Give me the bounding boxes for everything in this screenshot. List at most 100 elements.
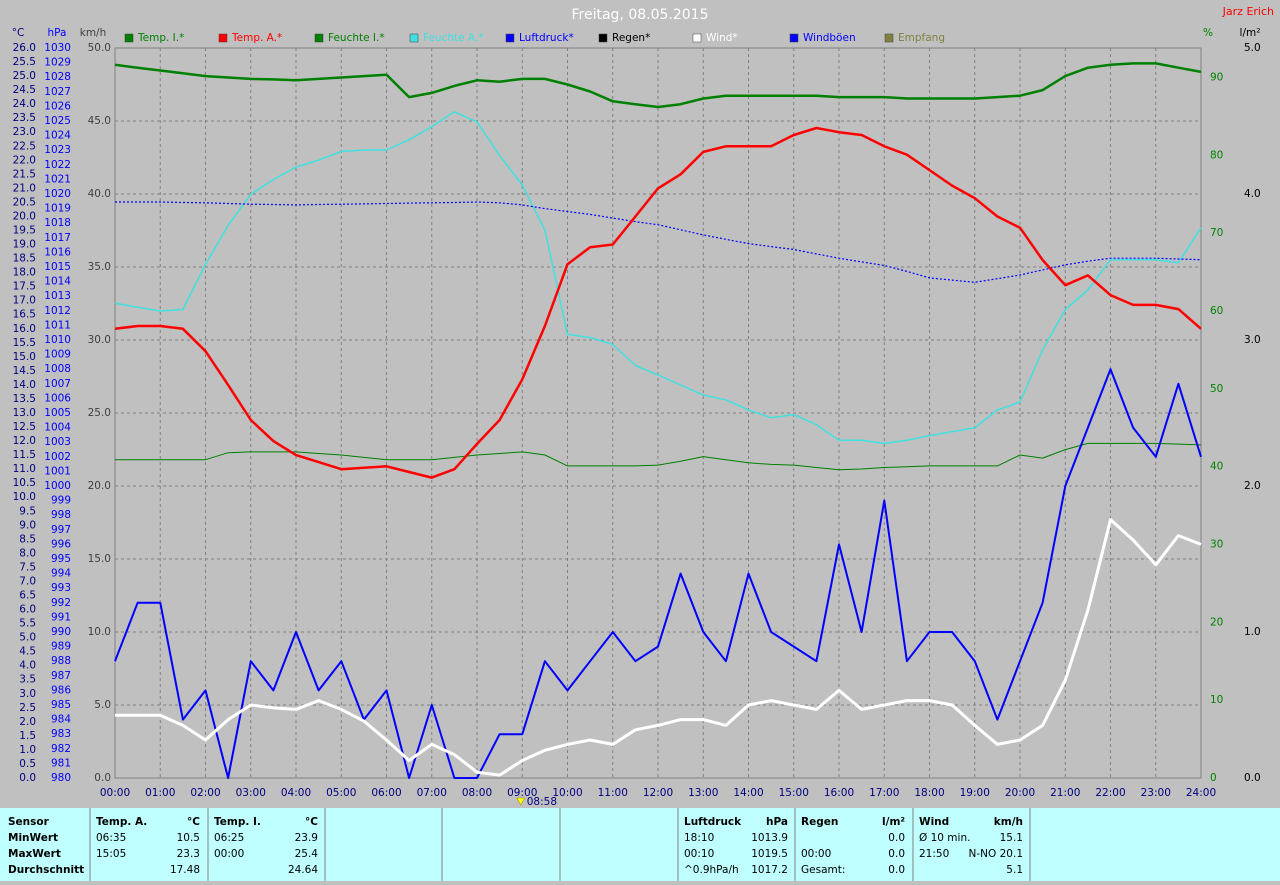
legend-label: Regen* bbox=[612, 32, 650, 44]
y-tick-label: 20 bbox=[1210, 616, 1223, 628]
x-tick-label: 09:00 bbox=[507, 787, 537, 799]
y-tick-label: 1019 bbox=[44, 203, 71, 215]
y-tick-label: 90 bbox=[1210, 72, 1223, 84]
legend-label: Empfang bbox=[898, 32, 945, 44]
x-tick-label: 08:00 bbox=[462, 787, 492, 799]
x-tick-label: 04:00 bbox=[281, 787, 311, 799]
summary-label: MinWert bbox=[8, 832, 58, 844]
summary-value: N-NO 20.1 bbox=[969, 848, 1023, 860]
y-tick-label: 5.0 bbox=[94, 699, 111, 711]
y-tick-label: 3.5 bbox=[19, 674, 36, 686]
y-tick-label: 1010 bbox=[44, 334, 71, 346]
legend-label: Wind* bbox=[706, 32, 738, 44]
legend-swatch bbox=[884, 33, 894, 43]
x-tick-label: 05:00 bbox=[326, 787, 356, 799]
summary-label: Sensor bbox=[8, 816, 50, 828]
y-tick-label: 35.0 bbox=[88, 261, 111, 273]
series-line bbox=[114, 62, 1202, 109]
x-tick-label: 23:00 bbox=[1141, 787, 1171, 799]
y-tick-label: 18.5 bbox=[13, 253, 36, 265]
x-tick-label: 01:00 bbox=[145, 787, 175, 799]
y-tick-label: 30.0 bbox=[88, 334, 111, 346]
y-tick-label: 16.5 bbox=[13, 309, 36, 321]
axis-unit: °C bbox=[12, 27, 25, 39]
y-tick-label: 984 bbox=[51, 714, 71, 726]
y-tick-label: 996 bbox=[51, 538, 71, 550]
summary-time: 06:35 bbox=[96, 832, 126, 844]
summary-unit: km/h bbox=[994, 816, 1023, 828]
legend-label: Windböen bbox=[803, 32, 856, 44]
y-tick-label: 4.0 bbox=[19, 660, 36, 672]
y-tick-label: 985 bbox=[51, 699, 71, 711]
y-tick-label: 982 bbox=[51, 743, 71, 755]
author: Jarz Erich bbox=[1222, 5, 1274, 18]
y-tick-label: 24.0 bbox=[13, 98, 36, 110]
x-tick-label: 11:00 bbox=[598, 787, 628, 799]
y-tick-label: 26.0 bbox=[13, 42, 36, 54]
x-tick-label: 13:00 bbox=[688, 787, 718, 799]
summary-time: 00:00 bbox=[214, 848, 244, 860]
x-tick-label: 03:00 bbox=[236, 787, 266, 799]
y-tick-label: 1.0 bbox=[19, 744, 36, 756]
summary-value: 10.5 bbox=[177, 832, 200, 844]
y-tick-label: 24.5 bbox=[13, 84, 36, 96]
legend-label: Feuchte A.* bbox=[423, 32, 484, 44]
y-tick-label: 20.5 bbox=[13, 196, 36, 208]
y-tick-label: 1029 bbox=[44, 57, 71, 69]
series-line bbox=[115, 201, 1202, 283]
series-line bbox=[115, 442, 1202, 471]
x-tick-label: 02:00 bbox=[190, 787, 220, 799]
y-tick-label: 1025 bbox=[44, 115, 71, 127]
y-tick-label: 993 bbox=[51, 582, 71, 594]
y-tick-label: 1008 bbox=[44, 363, 71, 375]
y-tick-label: 7.0 bbox=[19, 575, 36, 587]
y-tick-label: 14.0 bbox=[13, 379, 36, 391]
y-tick-label: 1020 bbox=[44, 188, 71, 200]
x-tick-label: 12:00 bbox=[643, 787, 673, 799]
y-tick-label: 989 bbox=[51, 641, 71, 653]
x-tick-label: 20:00 bbox=[1005, 787, 1035, 799]
y-tick-label: 1000 bbox=[44, 480, 71, 492]
y-tick-label: 60 bbox=[1210, 305, 1223, 317]
y-tick-label: 2.5 bbox=[19, 702, 36, 714]
y-tick-label: 3.0 bbox=[1244, 334, 1261, 346]
y-tick-label: 980 bbox=[51, 772, 71, 784]
y-tick-label: 13.0 bbox=[13, 407, 36, 419]
y-tick-label: 21.0 bbox=[13, 182, 36, 194]
y-tick-label: 988 bbox=[51, 655, 71, 667]
summary-value: 1019.5 bbox=[751, 848, 788, 860]
summary-header: Wind bbox=[919, 816, 949, 828]
y-tick-label: 12.5 bbox=[13, 421, 36, 433]
summary-time: 00:00 bbox=[801, 848, 831, 860]
y-tick-label: 6.0 bbox=[19, 604, 36, 616]
y-tick-label: 15.5 bbox=[13, 337, 36, 349]
summary-unit: l/m² bbox=[882, 816, 905, 828]
time-marker-label: 08:58 bbox=[527, 796, 557, 808]
y-tick-label: 991 bbox=[51, 611, 71, 623]
y-tick-label: 9.5 bbox=[19, 505, 36, 517]
legend-swatch bbox=[409, 33, 419, 43]
series-line bbox=[114, 126, 1202, 479]
x-tick-label: 21:00 bbox=[1050, 787, 1080, 799]
y-tick-label: 1014 bbox=[44, 276, 71, 288]
y-tick-label: 50.0 bbox=[88, 42, 111, 54]
y-tick-label: 4.0 bbox=[1244, 188, 1261, 200]
summary-header: Temp. I. bbox=[214, 816, 261, 828]
y-tick-label: 1017 bbox=[44, 232, 71, 244]
summary-label: MaxWert bbox=[8, 848, 61, 860]
y-tick-label: 4.5 bbox=[19, 646, 36, 658]
y-tick-label: 1026 bbox=[44, 100, 71, 112]
summary-time: 06:25 bbox=[214, 832, 244, 844]
y-tick-label: 15.0 bbox=[13, 351, 36, 363]
summary-value: 23.9 bbox=[295, 832, 318, 844]
y-tick-label: 1005 bbox=[44, 407, 71, 419]
y-tick-label: 10 bbox=[1210, 694, 1223, 706]
y-tick-label: 19.0 bbox=[13, 239, 36, 251]
y-tick-label: 23.0 bbox=[13, 126, 36, 138]
y-tick-label: 983 bbox=[51, 728, 71, 740]
x-tick-label: 07:00 bbox=[417, 787, 447, 799]
summary-value: 25.4 bbox=[295, 848, 319, 860]
x-tick-label: 17:00 bbox=[869, 787, 899, 799]
y-tick-label: 986 bbox=[51, 684, 71, 696]
y-tick-label: 25.5 bbox=[13, 56, 36, 68]
